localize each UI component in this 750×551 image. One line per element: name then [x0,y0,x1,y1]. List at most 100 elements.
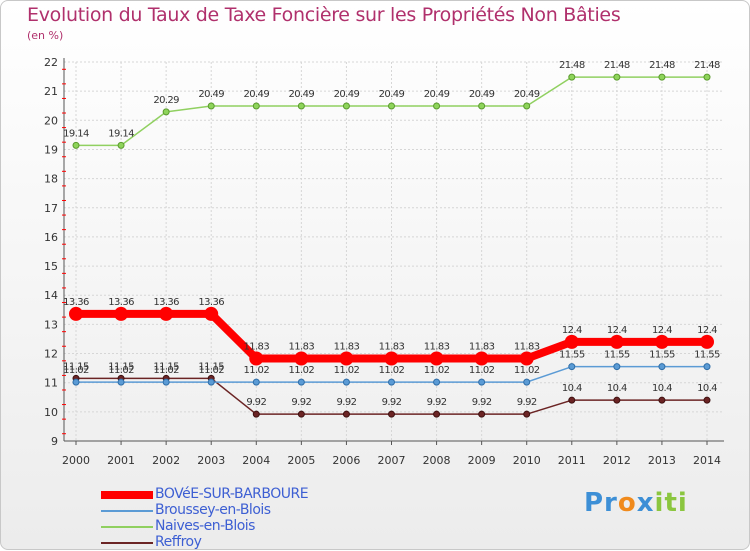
data-label: 20.49 [379,89,405,100]
data-point [388,378,395,386]
data-label: 9.92 [336,397,356,408]
data-label: 11.02 [198,365,224,376]
data-label: 11.02 [63,365,89,376]
y-tick-label: 11 [44,377,58,390]
legend-label: BOVéE-SUR-BARBOURE [155,486,309,502]
data-point [297,102,305,110]
x-tick-label: 2008 [423,454,451,467]
logo-part: o [617,488,637,518]
legend-swatch [101,491,153,499]
data-label: 13.36 [153,297,179,308]
data-point [568,73,576,81]
data-label: 9.92 [517,397,537,408]
data-point [162,378,170,386]
data-point [478,378,486,386]
x-tick-label: 2013 [648,454,676,467]
data-point [433,410,441,418]
chart-title: Evolution du Taux de Taxe Foncière sur l… [27,4,621,26]
x-tick-label: 2003 [197,454,225,467]
x-tick-label: 2002 [152,454,180,467]
grid [64,61,724,442]
data-label: 11.02 [108,365,134,376]
data-label: 10.4 [697,383,717,394]
data-point [658,363,666,371]
data-label: 12.4 [562,325,582,336]
data-label: 11.83 [289,341,315,352]
data-point [388,410,395,418]
data-label: 20.49 [424,89,450,100]
y-tick-label: 10 [44,406,58,419]
data-point [474,351,489,366]
data-label: 21.48 [649,60,675,71]
data-label: 11.55 [604,350,630,361]
data-point [429,351,444,366]
data-label: 20.49 [289,89,315,100]
data-point [342,410,350,418]
data-point [297,410,305,418]
data-point [564,334,579,349]
data-label: 11.02 [153,365,179,376]
data-point [523,410,531,418]
data-label: 11.02 [289,365,315,376]
data-point [568,363,576,371]
data-label: 9.92 [427,397,447,408]
y-tick-label: 22 [44,56,58,69]
y-tick-label: 12 [44,348,58,361]
data-label: 13.36 [63,297,89,308]
data-point [613,363,621,371]
data-point [519,351,534,366]
data-point [159,306,174,321]
data-point [69,306,83,321]
data-label: 12.4 [697,325,717,336]
data-label: 12.4 [607,325,627,336]
x-tick-label: 2005 [287,454,315,467]
data-label: 11.83 [243,341,269,352]
y-tick-label: 20 [44,114,58,127]
data-point [114,306,129,321]
x-tick-label: 2010 [513,454,541,467]
x-tick-label: 2007 [378,454,406,467]
data-point [339,351,354,366]
x-tick-label: 2000 [62,454,90,467]
data-label: 11.15 [108,361,134,372]
legend-swatch [101,526,153,528]
data-point [703,363,711,371]
x-tick-label: 2012 [603,454,631,467]
logo-part: x [636,488,655,518]
y-tick-label: 9 [51,435,58,448]
data-point [703,396,711,404]
data-label: 11.15 [63,361,89,372]
data-point [654,334,669,349]
legend-label: Naives-en-Blois [155,518,255,534]
data-label: 11.02 [514,365,540,376]
data-point [658,73,666,81]
data-point [207,378,215,386]
x-tick-label: 2011 [558,454,586,467]
series-layer [69,73,714,418]
data-label: 13.36 [108,297,134,308]
data-point [433,378,441,386]
data-point [568,396,576,404]
data-point [433,102,441,110]
data-point [72,141,80,149]
data-label: 19.14 [108,128,134,139]
x-tick-label: 2014 [693,454,721,467]
data-label: 11.15 [153,361,179,372]
x-tick-label: 2009 [468,454,496,467]
data-point [252,102,260,110]
y-tick-label: 18 [44,173,58,186]
data-point [703,73,711,81]
data-point [204,306,219,321]
data-point [294,351,309,366]
y-tick-label: 13 [44,318,58,331]
data-point [207,102,215,110]
data-label: 12.4 [652,325,672,336]
x-tick-label: 2006 [332,454,360,467]
data-point [384,351,399,366]
y-axis-unit: (en %) [27,29,64,42]
data-label: 11.15 [198,361,224,372]
data-label: 11.02 [424,365,450,376]
x-tick-label: 2001 [107,454,135,467]
